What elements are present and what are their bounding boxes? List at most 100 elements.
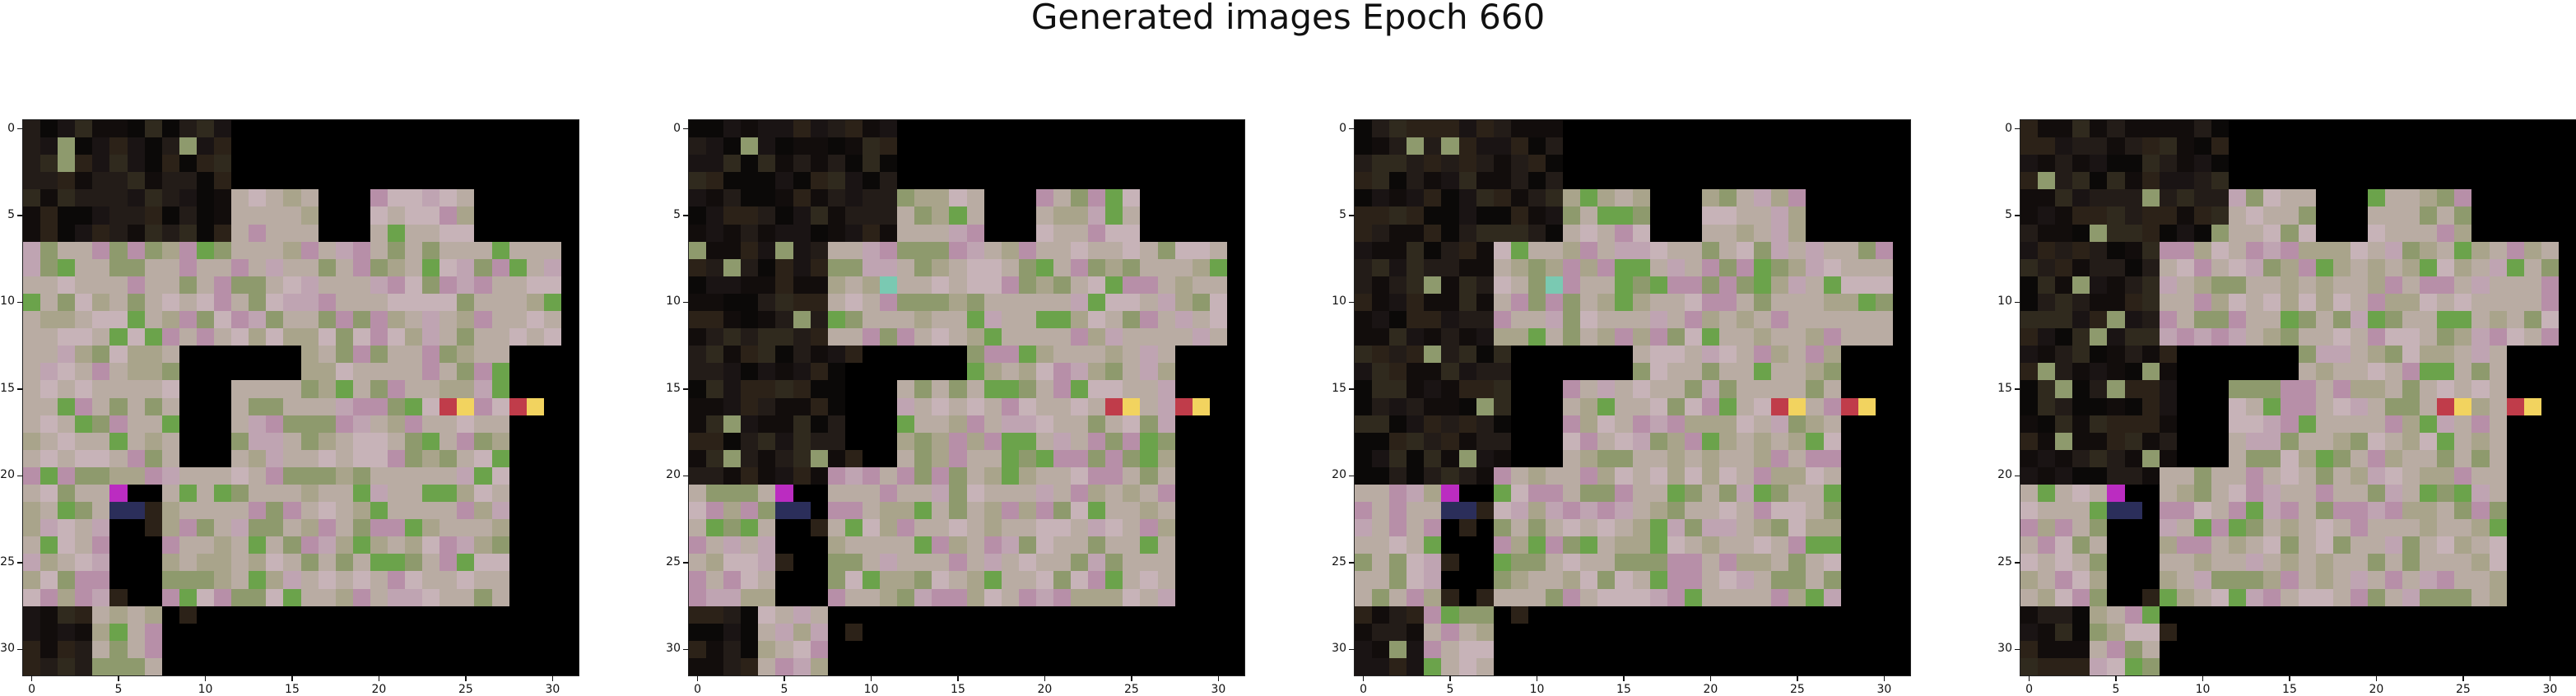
image-pixel	[214, 276, 232, 294]
image-pixel	[457, 224, 475, 242]
image-pixel	[300, 536, 319, 554]
image-pixel	[2020, 346, 2039, 364]
image-pixel	[405, 276, 423, 294]
image-pixel	[1667, 466, 1685, 485]
image-pixel	[689, 519, 707, 537]
image-pixel	[2229, 258, 2247, 276]
image-pixel	[387, 189, 406, 207]
image-pixel	[58, 484, 76, 503]
y-tick-mark	[2015, 215, 2020, 216]
image-pixel	[1407, 293, 1425, 312]
image-pixel	[1546, 276, 1564, 294]
image-pixel	[370, 449, 388, 467]
image-pixel	[196, 536, 215, 554]
image-pixel	[422, 328, 440, 346]
y-tick-label: 25	[0, 554, 15, 568]
image-pixel	[1372, 623, 1390, 641]
image-pixel	[2159, 328, 2177, 346]
image-pixel	[2159, 293, 2177, 312]
image-pixel	[127, 657, 145, 675]
image-pixel	[706, 554, 724, 572]
image-pixel	[741, 657, 759, 675]
image-pixel	[196, 120, 215, 138]
image-pixel	[1788, 258, 1806, 276]
image-pixel	[405, 380, 423, 398]
image-pixel	[2437, 571, 2455, 589]
image-pixel	[1684, 536, 1702, 554]
image-pixel	[1823, 466, 1841, 485]
image-pixel	[1441, 554, 1459, 572]
image-pixel	[723, 657, 742, 675]
image-pixel	[40, 554, 58, 572]
image-pixel	[1718, 432, 1737, 450]
image-pixel	[844, 189, 863, 207]
image-canvas	[2020, 119, 2576, 676]
image-pixel	[844, 536, 863, 554]
image-pixel	[405, 571, 423, 589]
image-pixel	[2124, 502, 2142, 520]
image-pixel	[2107, 293, 2125, 312]
image-pixel	[92, 258, 110, 276]
image-pixel	[2315, 276, 2333, 294]
image-pixel	[161, 224, 179, 242]
image-pixel	[1563, 502, 1581, 520]
image-pixel	[1407, 155, 1425, 173]
image-pixel	[1035, 206, 1053, 225]
image-pixel	[283, 311, 301, 329]
image-pixel	[723, 484, 742, 503]
image-pixel	[1018, 484, 1036, 503]
image-pixel	[758, 293, 776, 312]
image-pixel	[40, 397, 58, 415]
image-pixel	[1105, 346, 1123, 364]
image-pixel	[723, 258, 742, 276]
image-pixel	[1053, 206, 1072, 225]
image-pixel	[1157, 397, 1175, 415]
image-pixel	[1035, 484, 1053, 503]
image-pixel	[1788, 536, 1806, 554]
image-pixel	[179, 189, 197, 207]
image-pixel	[318, 588, 336, 606]
x-tick-mark	[118, 675, 119, 681]
image-pixel	[2072, 293, 2090, 312]
image-pixel	[897, 293, 915, 312]
image-pixel	[318, 415, 336, 433]
image-pixel	[2246, 293, 2264, 312]
image-pixel	[196, 258, 215, 276]
image-pixel	[758, 380, 776, 398]
image-pixel	[1563, 206, 1581, 225]
image-pixel	[266, 536, 284, 554]
image-pixel	[689, 293, 707, 312]
image-pixel	[2350, 519, 2368, 537]
image-pixel	[127, 432, 145, 450]
image-pixel	[405, 519, 423, 537]
image-pixel	[2211, 258, 2230, 276]
image-pixel	[214, 155, 232, 173]
image-pixel	[439, 536, 458, 554]
image-pixel	[1372, 588, 1390, 606]
image-pixel	[1355, 363, 1373, 381]
image-pixel	[1701, 241, 1719, 259]
image-pixel	[1389, 397, 1407, 415]
image-pixel	[1493, 276, 1511, 294]
image-pixel	[1718, 554, 1737, 572]
image-pixel	[2072, 189, 2090, 207]
image-pixel	[75, 380, 93, 398]
image-pixel	[1546, 588, 1564, 606]
image-pixel	[1372, 502, 1390, 520]
image-pixel	[249, 206, 267, 225]
image-pixel	[2315, 519, 2333, 537]
image-pixel	[231, 311, 249, 329]
y-tick-label: 20	[1332, 468, 1346, 482]
image-pixel	[1441, 606, 1459, 624]
image-pixel	[405, 415, 423, 433]
image-pixel	[966, 397, 984, 415]
image-pixel	[1105, 536, 1123, 554]
image-pixel	[2193, 536, 2212, 554]
image-pixel	[1667, 380, 1685, 398]
image-pixel	[1563, 258, 1581, 276]
image-pixel	[2350, 536, 2368, 554]
image-pixel	[1632, 466, 1650, 485]
image-pixel	[474, 432, 492, 450]
image-pixel	[1476, 258, 1494, 276]
image-pixel	[723, 206, 742, 225]
